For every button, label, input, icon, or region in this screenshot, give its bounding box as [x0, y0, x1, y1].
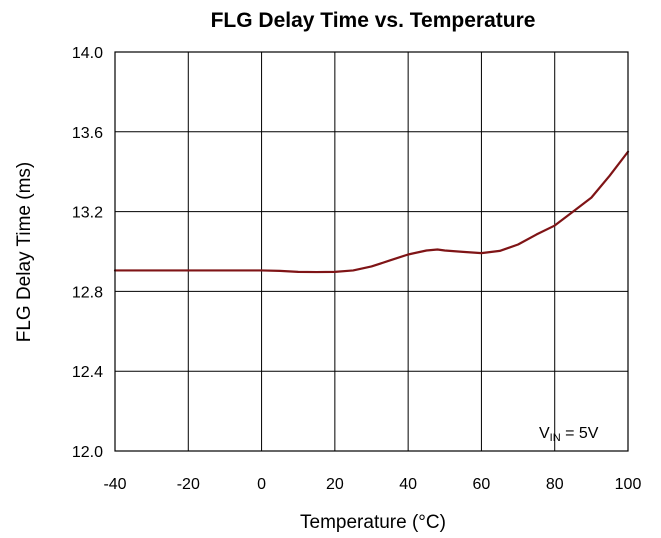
x-tick-label: -40 — [103, 476, 126, 493]
vin-annotation-main: V — [539, 425, 550, 442]
plot-frame — [114, 51, 629, 452]
chart-title: FLG Delay Time vs. Temperature — [211, 9, 536, 32]
x-tick-label: 100 — [615, 476, 642, 493]
y-tick-label: 12.0 — [72, 444, 103, 461]
y-tick-label: 12.8 — [72, 284, 103, 301]
y-tick-label: 13.6 — [72, 125, 103, 142]
y-tick-label: 12.4 — [72, 364, 103, 381]
y-tick-labels: 12.0 12.4 12.8 13.2 13.6 14.0 — [72, 45, 103, 461]
y-tick-label: 14.0 — [72, 45, 103, 62]
x-tick-label: 0 — [257, 476, 266, 493]
vin-annotation-sub: IN — [550, 432, 561, 444]
grid — [114, 51, 629, 452]
x-tick-label: 60 — [473, 476, 491, 493]
series-line — [113, 150, 630, 274]
vin-annotation: VIN = 5V — [539, 425, 599, 444]
x-axis-label: Temperature (°C) — [300, 512, 446, 533]
x-tick-label: 20 — [326, 476, 344, 493]
x-tick-labels: -40 -20 0 20 40 60 80 100 — [103, 476, 641, 493]
y-tick-label: 13.2 — [72, 205, 103, 222]
x-tick-label: -20 — [177, 476, 200, 493]
vin-annotation-suffix: = 5V — [561, 425, 599, 442]
x-tick-label: 40 — [399, 476, 417, 493]
x-tick-label: 80 — [546, 476, 564, 493]
y-axis-label: FLG Delay Time (ms) — [14, 162, 35, 343]
series-layer — [113, 150, 630, 274]
